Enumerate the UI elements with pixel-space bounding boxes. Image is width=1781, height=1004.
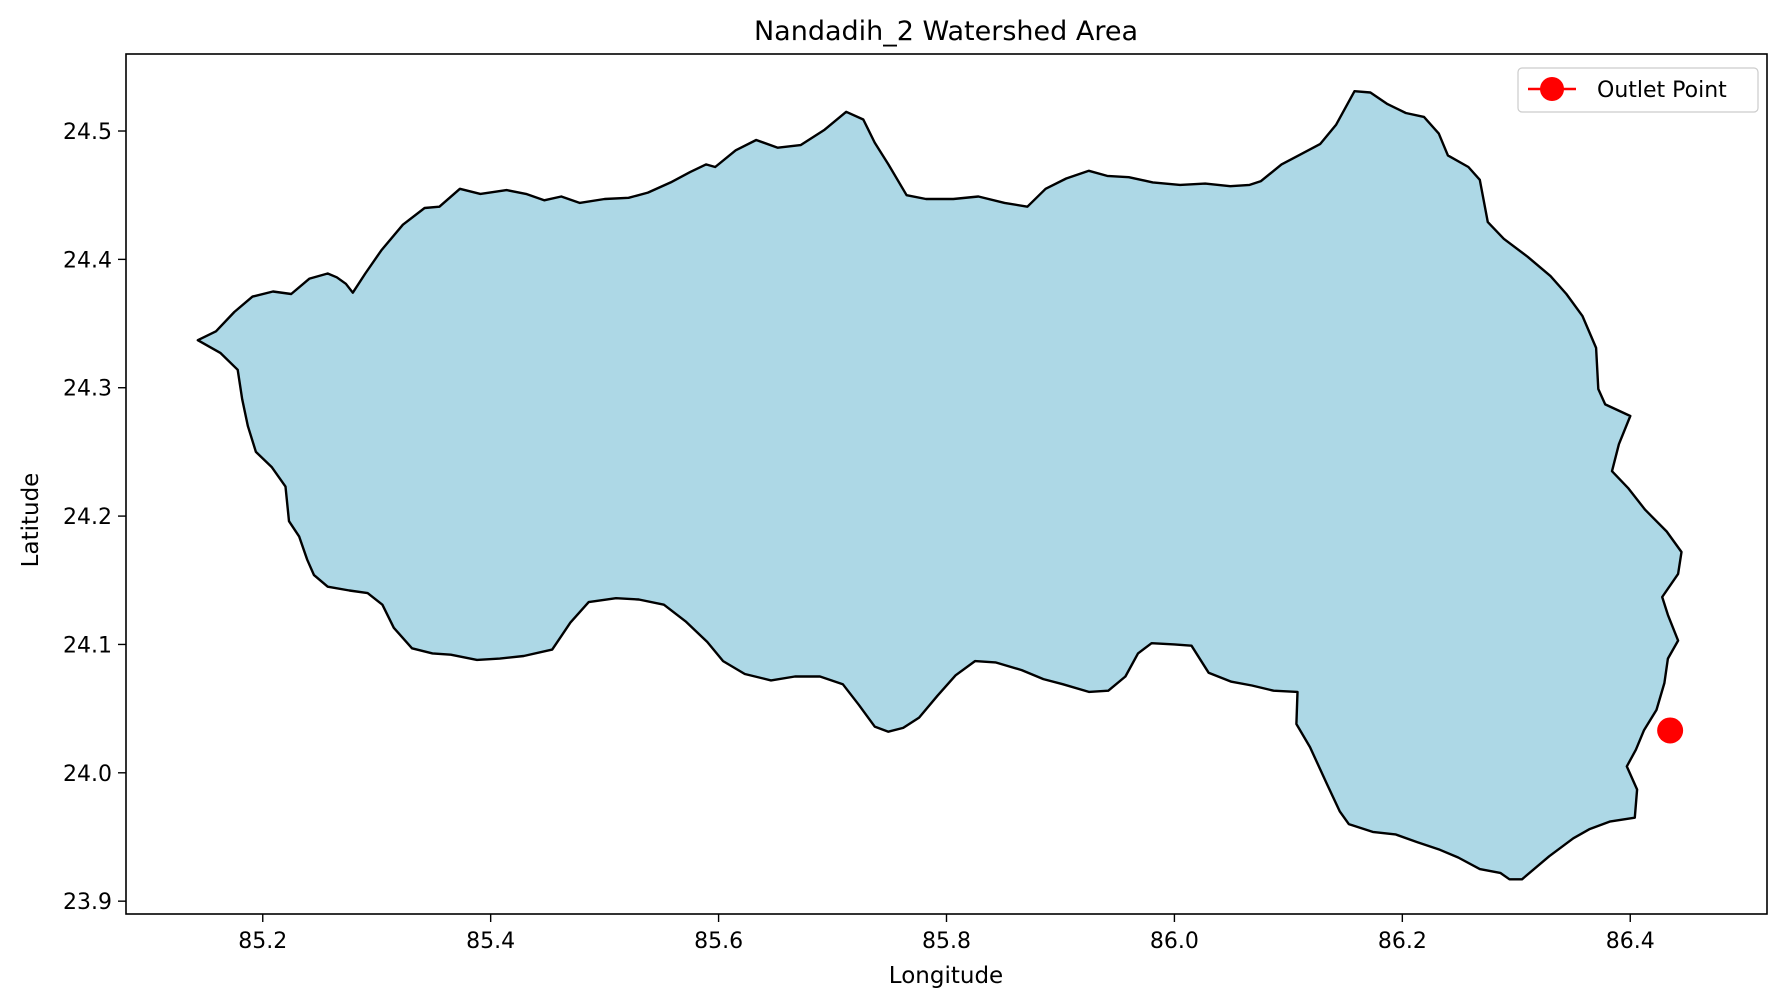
y-tick-label: 24.4: [63, 248, 112, 273]
plot-area: [125, 53, 1768, 915]
legend-marker: [1540, 77, 1564, 101]
y-axis: 23.9 24.0 24.1 24.2 24.3 24.4 24.5: [63, 120, 126, 915]
y-tick-label: 24.3: [63, 377, 112, 402]
y-tick-label: 24.1: [63, 633, 112, 658]
y-axis-label: Latitude: [18, 473, 44, 568]
x-tick-label: 86.0: [1150, 929, 1199, 954]
x-tick-label: 86.4: [1606, 929, 1655, 954]
chart-title: Nandadih_2 Watershed Area: [754, 16, 1138, 47]
legend-label-outlet: Outlet Point: [1597, 78, 1727, 103]
y-tick-label: 24.2: [63, 505, 112, 530]
x-tick-label: 85.4: [466, 929, 515, 954]
x-tick-label: 85.6: [694, 929, 743, 954]
outlet-layer: [1657, 717, 1684, 744]
x-tick-label: 85.8: [922, 929, 971, 954]
x-tick-label: 85.2: [238, 929, 287, 954]
watershed-polygon: [196, 90, 1683, 881]
legend-box: [1517, 67, 1759, 113]
y-tick-label: 24.0: [63, 762, 112, 787]
y-tick-label: 24.5: [63, 120, 112, 145]
x-axis: 85.2 85.4 85.6 85.8 86.0 86.2 86.4: [238, 914, 1655, 954]
legend: Outlet Point: [1517, 67, 1759, 113]
outlet-point-marker: [1657, 717, 1684, 744]
y-tick-label: 23.9: [63, 890, 112, 915]
x-tick-label: 86.2: [1378, 929, 1427, 954]
x-axis-label: Longitude: [889, 963, 1003, 989]
